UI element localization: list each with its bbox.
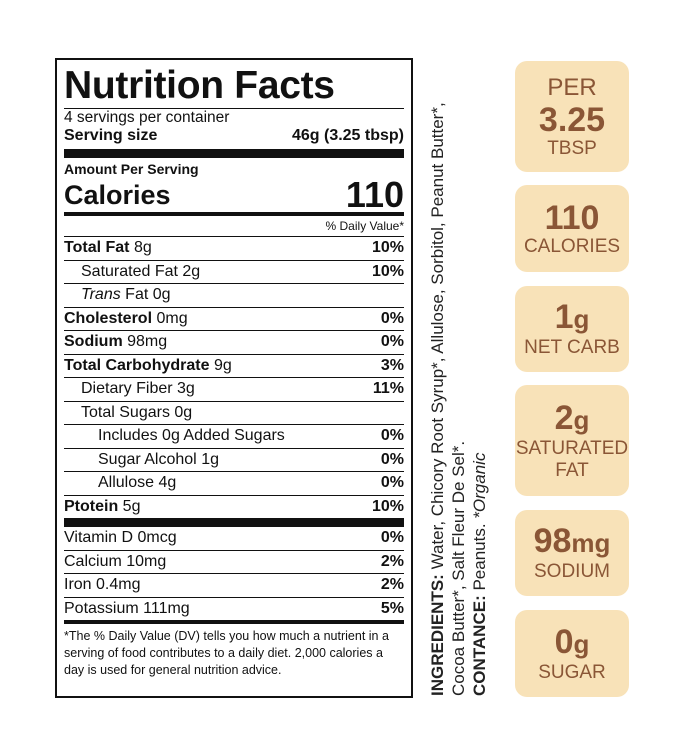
badge-sodium: 98mg SODIUM (515, 510, 629, 596)
nutrient-row-allulose: Allulose 4g 0% (64, 471, 404, 495)
badge-calories-value: 110 (544, 198, 600, 237)
nutrient-row-saturated-fat: Saturated Fat 2g 10% (64, 259, 404, 284)
badge-sugar: 0g SUGAR (515, 610, 629, 697)
daily-value-footnote: *The % Daily Value (DV) tells you how mu… (64, 629, 389, 677)
badge-sugar-label: SUGAR (538, 661, 606, 683)
contains-text: Peanuts. (470, 523, 489, 591)
nutrient-row-dietary-fiber: Dietary Fiber 3g 11% (64, 377, 404, 401)
vitamin-row: Potassium 111mg 5% (64, 596, 404, 621)
nutrient-row-total-carbohydrate: Total Carbohydrate 9g 3% (64, 353, 404, 378)
badge-carb-value: 1g (554, 298, 590, 336)
badge-per-label: PER (547, 73, 597, 101)
badge-calories-label: CALORIES (523, 235, 621, 257)
ingredients-text: INGREDIENTS: Water, Chicory Root Syrup*,… (427, 56, 511, 696)
daily-value-header: % Daily Value* (325, 219, 404, 233)
badge-net-carb: 1g NET CARB (515, 286, 629, 372)
badge-satfat-label-2: FAT (555, 459, 589, 481)
vitamin-row: Iron 0.4mg 2% (64, 573, 404, 597)
servings-per-container: 4 servings per container (64, 109, 230, 126)
calories-value: 110 (345, 174, 404, 215)
serving-size-row: Serving size 46g (3.25 tbsp) (64, 127, 404, 149)
badge-sugar-value: 0g (554, 622, 590, 661)
badge-per-value: 3.25 (538, 100, 606, 139)
nutrient-row-sodium: Sodium 98mg 0% (64, 330, 404, 354)
ingredients-label: INGREDIENTS: (428, 574, 447, 696)
nutrient-row-sugar-alcohol: Sugar Alcohol 1g 0% (64, 447, 404, 472)
organic-note: *Organic (470, 452, 489, 519)
nutrient-row-total-sugars: Total Sugars 0g (64, 400, 404, 425)
badge-sodium-label: SODIUM (534, 561, 610, 582)
badge-per-unit: TBSP (547, 137, 597, 159)
serving-size-label: Serving size (64, 127, 158, 144)
badge-sodium-value: 98mg (533, 522, 611, 560)
badge-carb-label: NET CARB (524, 337, 620, 358)
nutrient-row-total-fat: Total Fat 8g 10% (64, 236, 404, 260)
vitamin-row: Calcium 10mg 2% (64, 549, 404, 574)
amount-per-serving: Amount Per Serving (64, 161, 199, 177)
calories-row: Calories 110 (64, 174, 404, 215)
nutrient-row-protein: Ptotein 5g 10% (64, 494, 404, 519)
badge-saturated-fat: 2g SATURATED FAT (515, 385, 629, 496)
serving-size-value: 46g (3.25 tbsp) (291, 127, 404, 144)
badge-satfat-value: 2g (554, 398, 590, 437)
badge-satfat-label: SATURATED (515, 437, 629, 459)
badge-per-serving: PER 3.25 TBSP (515, 61, 629, 172)
vitamin-row: Vitamin D 0mcg 0% (64, 529, 404, 546)
nutrient-row-added-sugars: Includes 0g Added Sugars 0% (64, 424, 404, 448)
contains-label: CONTANCE: (470, 595, 489, 696)
nutrient-row-cholesterol: Cholesterol 0mg 0% (64, 306, 404, 331)
badge-calories: 110 CALORIES (515, 185, 629, 272)
nutrition-facts-panel: Nutrition Facts 4 servings per container… (55, 58, 413, 698)
nutrition-facts-title: Nutrition Facts (64, 64, 335, 107)
calories-label: Calories (64, 180, 171, 210)
nutrient-row-trans-fat: Trans Fat 0g (64, 283, 404, 307)
